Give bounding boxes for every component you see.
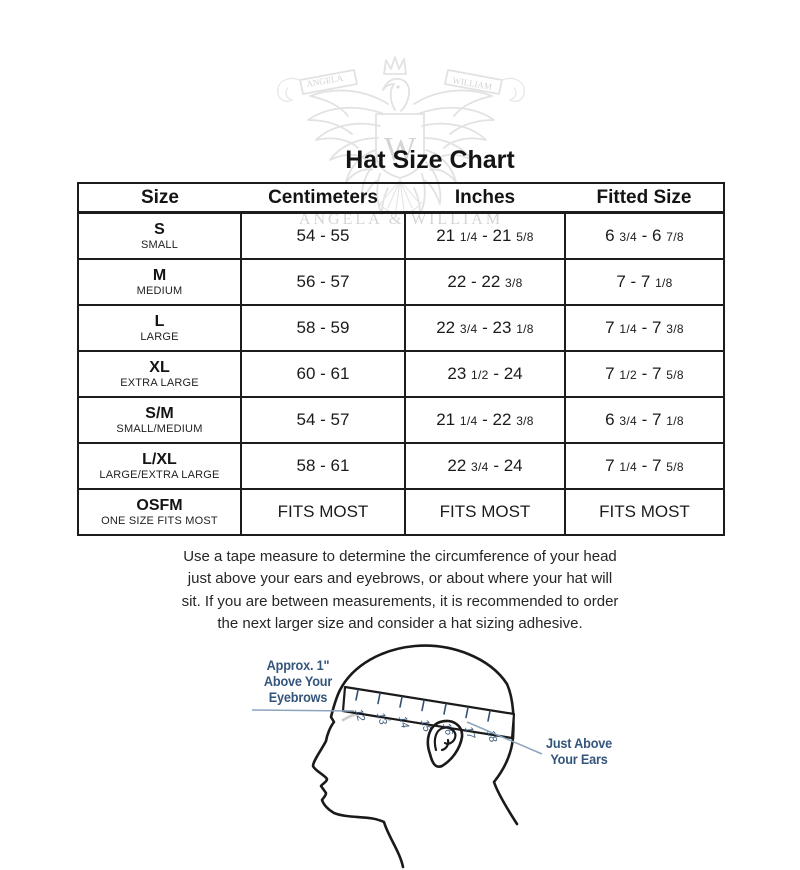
annotation-above-eyebrows: Approx. 1" Above Your Eyebrows (263, 658, 333, 705)
inches-cell: 21 1/4 - 21 5/8 (404, 211, 566, 260)
svg-text:17: 17 (462, 725, 477, 741)
banner-left: ANGELA (277, 69, 358, 102)
size-cell: S SMALL (77, 211, 242, 260)
column-header-inches: Inches (405, 183, 565, 214)
fitted-size-cell: 7 - 7 1/8 (564, 258, 725, 306)
fitted-size-cell: 6 3/4 - 7 1/8 (564, 396, 725, 444)
inches-cell: 22 - 22 3/8 (404, 258, 566, 306)
page-title: Hat Size Chart (345, 146, 515, 174)
tape-numbers: 12 13 14 15 16 17 18 (352, 708, 499, 745)
centimeters-cell: 54 - 55 (240, 211, 406, 260)
svg-text:13: 13 (374, 711, 389, 727)
size-label: SMALL (140, 239, 179, 251)
inches-cell: 21 1/4 - 22 3/8 (404, 396, 566, 444)
inches-cell: 23 1/2 - 24 (404, 350, 566, 398)
column-header-centimeters: Centimeters (241, 183, 405, 214)
size-code: L/XL (142, 451, 177, 468)
head-measuring-diagram: 12 13 14 15 16 17 18 Approx. 1" Above Yo… (230, 638, 630, 870)
size-code: S/M (145, 405, 174, 422)
fitted-size-cell: 7 1/4 - 7 5/8 (564, 442, 725, 490)
svg-text:16: 16 (440, 722, 455, 738)
size-cell: OSFM ONE SIZE FITS MOST (77, 488, 242, 536)
size-label: SMALL/MEDIUM (116, 423, 203, 435)
eagle-head-icon (382, 77, 411, 112)
hat-size-table: Size Centimeters Inches Fitted Size S SMA… (77, 182, 725, 536)
size-label: LARGE/EXTRA LARGE (99, 469, 220, 481)
measuring-instructions: Use a tape measure to determine the circ… (181, 548, 619, 633)
svg-text:14: 14 (396, 715, 411, 730)
leader-line-ears (466, 721, 543, 755)
head-profile-icon (311, 644, 519, 869)
fitted-size-cell: 7 1/2 - 7 5/8 (564, 350, 725, 398)
centimeters-cell: FITS MOST (240, 488, 406, 536)
table-row: L/XL LARGE/EXTRA LARGE 58 - 61 22 3/4 - 24 7… (77, 442, 725, 490)
annotation-above-ears: Just Above Your Ears (545, 736, 613, 767)
centimeters-cell: 58 - 59 (240, 304, 406, 352)
size-label: EXTRA LARGE (120, 377, 199, 389)
ear-icon (426, 719, 464, 768)
svg-text:18: 18 (484, 729, 499, 745)
inches-cell: 22 3/4 - 24 (404, 442, 566, 490)
svg-text:W: W (384, 131, 417, 168)
tape-measure-band-icon (341, 685, 516, 740)
banner-right: WILLIAM (444, 69, 525, 102)
size-code: M (152, 267, 167, 284)
size-cell: S/M SMALL/MEDIUM (77, 396, 242, 444)
fitted-size-cell: 7 1/4 - 7 3/8 (564, 304, 725, 352)
fitted-size-cell: 6 3/4 - 6 7/8 (564, 211, 725, 260)
size-code: S (154, 221, 165, 238)
table-row: S SMALL 54 - 55 21 1/4 - 21 5/8 6 3/4 - 6 7/… (77, 211, 725, 260)
crown-icon (383, 56, 407, 75)
table-row: L LARGE 58 - 59 22 3/4 - 23 1/8 7 1/4 - 7 3/… (77, 304, 725, 352)
centimeters-cell: 56 - 57 (240, 258, 406, 306)
size-code: L (154, 313, 165, 330)
size-cell: M MEDIUM (77, 258, 242, 306)
leader-line-eyebrows (251, 709, 355, 712)
size-cell: L LARGE (77, 304, 242, 352)
inches-cell: FITS MOST (404, 488, 566, 536)
table-row: OSFM ONE SIZE FITS MOST FITS MOST FITS MOST… (77, 488, 725, 536)
column-header-fitted-size: Fitted Size (565, 183, 724, 214)
size-cell: L/XL LARGE/EXTRA LARGE (77, 442, 242, 490)
column-header-size: Size (78, 183, 241, 214)
size-label: LARGE (140, 331, 179, 343)
size-code: XL (149, 359, 170, 376)
centimeters-cell: 54 - 57 (240, 396, 406, 444)
table-row: S/M SMALL/MEDIUM 54 - 57 21 1/4 - 22 3/8 6 3… (77, 396, 725, 444)
table-header-row: Size Centimeters Inches Fitted Size (78, 183, 724, 214)
svg-text:12: 12 (352, 708, 367, 723)
size-code: OSFM (136, 497, 183, 514)
tape-ticks (355, 689, 491, 722)
size-cell: XL EXTRA LARGE (77, 350, 242, 398)
size-label: ONE SIZE FITS MOST (101, 515, 218, 527)
centimeters-cell: 58 - 61 (240, 442, 406, 490)
table-row: M MEDIUM 56 - 57 22 - 22 3/8 7 - 7 1/8 (77, 258, 725, 306)
shield-icon: W (375, 113, 425, 179)
centimeters-cell: 60 - 61 (240, 350, 406, 398)
table-row: XL EXTRA LARGE 60 - 61 23 1/2 - 24 7 1/2 - 7… (77, 350, 725, 398)
inches-cell: 22 3/4 - 23 1/8 (404, 304, 566, 352)
fitted-size-cell: FITS MOST (564, 488, 725, 536)
size-label: MEDIUM (136, 285, 183, 297)
